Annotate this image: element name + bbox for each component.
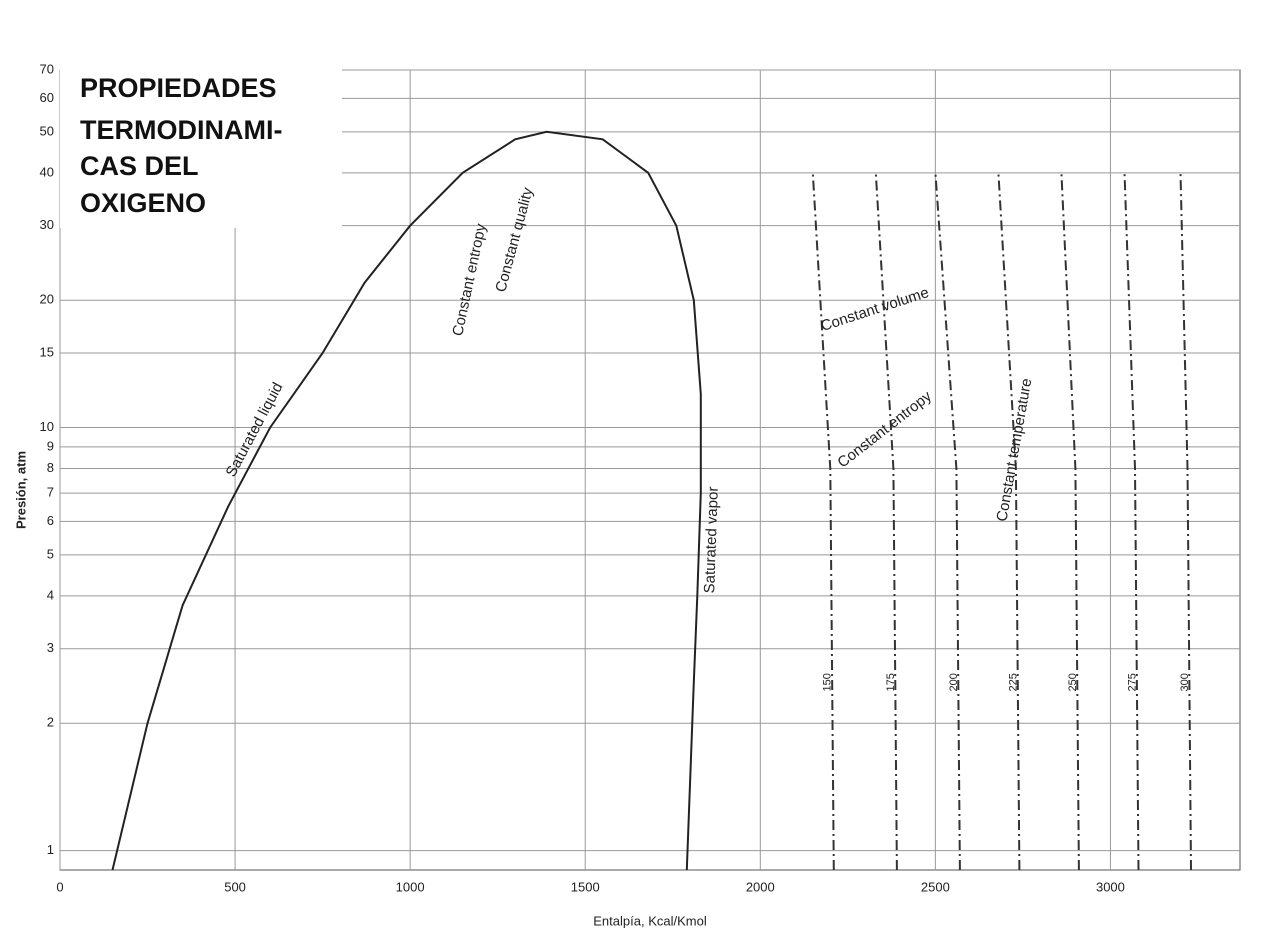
y-axis-label: Presión, atm (13, 451, 28, 529)
x-tick-label: 500 (224, 879, 246, 894)
y-tick-label: 7 (47, 485, 54, 500)
y-tick-label: 8 (47, 460, 54, 475)
y-tick-label: 3 (47, 640, 54, 655)
y-tick-label: 50 (40, 123, 54, 138)
x-tick-label: 2500 (921, 879, 950, 894)
chart-title: TERMODINAMI- (80, 115, 282, 145)
y-tick-label: 2 (47, 715, 54, 730)
y-tick-label: 4 (47, 587, 54, 602)
y-tick-label: 60 (40, 90, 54, 105)
x-tick-label: 3000 (1096, 879, 1125, 894)
y-tick-label: 30 (40, 217, 54, 232)
curve-label: 250 (1067, 673, 1079, 691)
y-tick-label: 70 (40, 61, 54, 76)
curve-label: 300 (1179, 673, 1191, 691)
y-tick-label: 15 (40, 344, 54, 359)
x-axis-label: Entalpía, Kcal/Kmol (593, 913, 707, 928)
chart: 150175200225250275300 PROPIEDADES TERMOD… (0, 0, 1284, 938)
x-tick-label: 1500 (571, 879, 600, 894)
curve-label: 200 (948, 673, 960, 691)
curve-label: 175 (885, 673, 897, 691)
curve-label: 150 (822, 673, 834, 691)
chart-title: OXIGENO (80, 188, 206, 218)
y-tick-label: 5 (47, 546, 54, 561)
y-tick-label: 6 (47, 513, 54, 528)
x-tick-label: 1000 (396, 879, 425, 894)
y-tick-label: 1 (47, 842, 54, 857)
x-tick-label: 2000 (746, 879, 775, 894)
chart-title: CAS DEL (80, 151, 199, 181)
curve-label: 275 (1126, 673, 1138, 691)
y-tick-label: 10 (40, 419, 54, 434)
y-tick-label: 20 (40, 292, 54, 307)
x-tick-label: 0 (56, 879, 63, 894)
y-tick-label: 9 (47, 438, 54, 453)
chart-title: PROPIEDADES (80, 73, 277, 103)
curve-label: 225 (1007, 673, 1019, 691)
y-tick-label: 40 (40, 164, 54, 179)
